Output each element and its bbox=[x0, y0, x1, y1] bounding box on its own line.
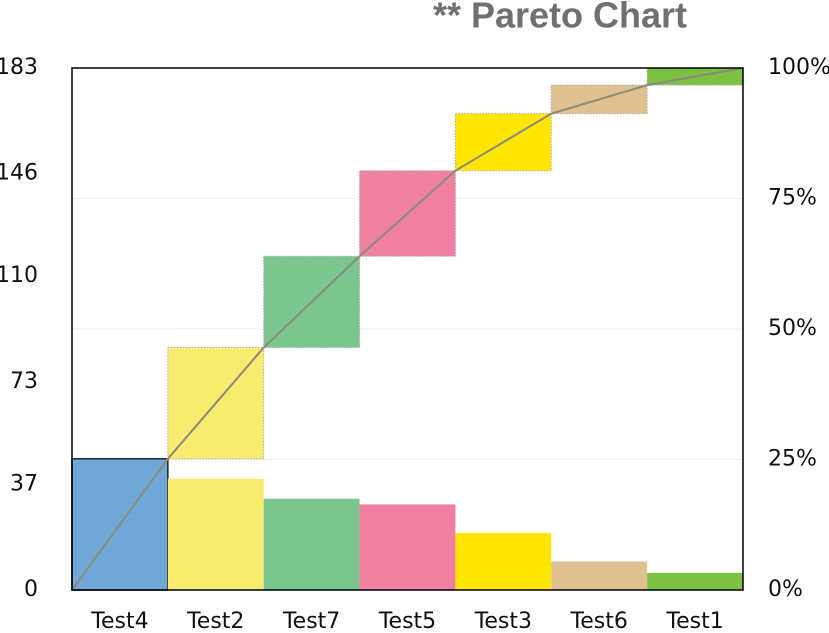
x-tick-label: Test4 bbox=[90, 609, 148, 633]
bar bbox=[359, 504, 456, 590]
bar bbox=[167, 478, 264, 590]
x-tick-label: Test1 bbox=[665, 609, 723, 633]
cumulative-line bbox=[167, 346, 265, 460]
cumulative-line bbox=[263, 255, 361, 349]
y-tick-label: 146 bbox=[0, 161, 38, 186]
y2-tick-label: 50% bbox=[768, 316, 817, 341]
y2-tick-label: 25% bbox=[768, 447, 817, 472]
bar bbox=[551, 561, 648, 590]
y2-tick-label: 0% bbox=[768, 577, 803, 602]
chart-title: ** Pareto Chart bbox=[433, 0, 687, 36]
x-tick-label: Test6 bbox=[570, 609, 628, 633]
cumulative-line bbox=[454, 112, 552, 172]
cumulative-line bbox=[646, 67, 744, 87]
cumulative-line bbox=[71, 458, 169, 591]
y-tick-label: 183 bbox=[0, 55, 38, 80]
cumulative-line bbox=[358, 169, 457, 258]
plot-border bbox=[71, 67, 744, 591]
x-tick-label: Test3 bbox=[474, 609, 532, 633]
y-tick-label: 0 bbox=[24, 577, 38, 602]
bar bbox=[263, 498, 360, 590]
y-tick-label: 110 bbox=[0, 263, 38, 288]
y-tick-label: 37 bbox=[10, 471, 38, 496]
bar bbox=[647, 572, 743, 590]
x-tick-label: Test5 bbox=[378, 609, 436, 633]
y2-tick-label: 100% bbox=[768, 55, 829, 80]
x-tick-label: Test2 bbox=[186, 609, 244, 633]
y2-tick-label: 75% bbox=[768, 186, 817, 211]
bar bbox=[455, 532, 552, 590]
y-tick-label: 73 bbox=[10, 369, 38, 394]
x-tick-label: Test7 bbox=[282, 609, 340, 633]
cumulative-line bbox=[551, 84, 648, 115]
